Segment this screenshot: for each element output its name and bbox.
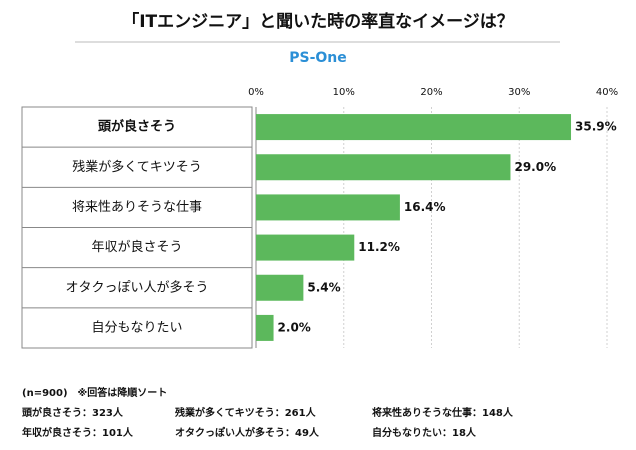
value-label: 5.4% [307,280,340,294]
x-tick-label: 0% [248,87,264,98]
footnote: 残業が多くてキツそう：261人 [175,406,317,419]
x-tick-label: 10% [333,87,355,98]
value-label: 2.0% [278,320,311,334]
value-label: 29.0% [514,160,556,174]
bar [256,194,400,221]
bar [256,154,511,181]
x-tick-label: 30% [508,87,530,98]
y-tick-label: 自分もなりたい [91,320,182,335]
y-tick-label: 年収が良さそう [91,239,182,255]
value-label: 35.9% [575,120,617,134]
y-tick-label: 頭が良さそう [98,119,176,135]
chart-title: 「ITエンジニア」と聞いた時の率直なイメージは？ [122,11,514,32]
footnote: 頭が良さそう：323人 [22,406,124,419]
footnote: 将来性ありそうな仕事：148人 [372,406,514,419]
footnote: オタクっぽい人が多そう：49人 [175,426,320,439]
footnote: 自分もなりたい：18人 [372,426,477,439]
x-tick-label: 20% [420,87,442,98]
x-tick-label: 40% [596,87,618,98]
bar [256,314,274,341]
bar [256,274,304,301]
value-label: 11.2% [358,240,400,254]
chart-subtitle: PS-One [289,50,347,66]
value-label: 16.4% [404,200,446,214]
footnote: (n=900) ※回答は降順ソート [22,386,167,399]
y-tick-label: 残業が多くてキツそう [72,159,202,175]
y-tick-label: 将来性ありそうな仕事 [72,200,202,215]
y-tick-label: オタクっぽい人が多そう [65,279,208,295]
footnote: 年収が良さそう：101人 [22,426,134,439]
bar [256,234,355,261]
bar [256,114,572,141]
